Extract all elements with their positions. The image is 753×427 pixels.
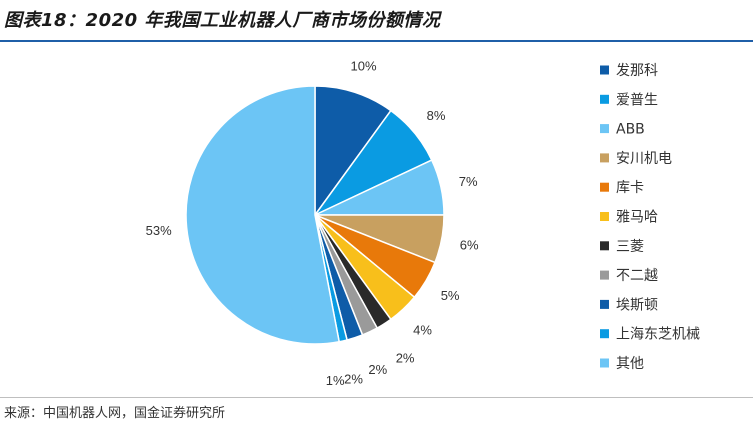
footer-divider	[0, 397, 753, 398]
slice-label: 8%	[427, 108, 446, 123]
slice-label: 2%	[396, 351, 415, 366]
legend-label: 爱普生	[616, 92, 658, 108]
slice-label: 53%	[146, 223, 172, 238]
legend-label: 埃斯顿	[616, 297, 658, 313]
legend-swatch	[600, 66, 609, 75]
legend-label: ABB	[616, 122, 645, 138]
legend-label: 三菱	[616, 239, 644, 255]
slice-label: 4%	[413, 322, 432, 337]
legend-swatch	[600, 95, 609, 104]
legend-label: 雅马哈	[616, 210, 658, 226]
legend-swatch	[600, 329, 609, 338]
source-note: 来源：中国机器人网，国金证券研究所	[4, 402, 225, 421]
legend-label: 发那科	[616, 63, 658, 79]
legend-swatch	[600, 271, 609, 280]
legend-swatch	[600, 300, 609, 309]
figure-title: 图表18：2020 年我国工业机器人厂商市场份额情况	[4, 6, 440, 32]
pie-slices	[186, 86, 444, 344]
slice-label: 5%	[441, 288, 460, 303]
slice-label: 6%	[460, 237, 479, 252]
slice-label: 7%	[459, 174, 478, 189]
legend-label: 安川机电	[616, 151, 672, 167]
legend-swatch	[600, 212, 609, 221]
legend-label: 不二越	[616, 268, 658, 284]
slice-label: 2%	[344, 371, 363, 386]
legend-label: 上海东芝机械	[616, 327, 700, 343]
title-divider	[0, 40, 753, 42]
legend-swatch	[600, 124, 609, 133]
legend-swatch	[600, 183, 609, 192]
legend-label: 库卡	[616, 180, 644, 196]
legend-label: 其他	[616, 356, 644, 372]
slice-label: 1%	[326, 373, 345, 388]
pie-chart: 10%8%7%6%5%4%2%2%2%1%53% 发那科爱普生ABB安川机电库卡…	[0, 44, 753, 394]
legend-swatch	[600, 359, 609, 368]
slice-label: 2%	[368, 362, 387, 377]
legend-swatch	[600, 153, 609, 162]
legend-swatch	[600, 241, 609, 250]
slice-label: 10%	[350, 59, 376, 74]
